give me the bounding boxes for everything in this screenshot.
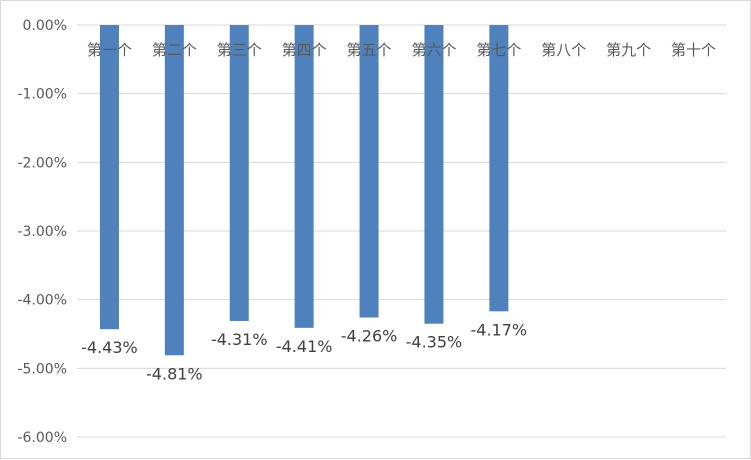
category-label: 第一个: [87, 41, 132, 59]
bar: [99, 25, 119, 330]
data-label: -4.81%: [146, 364, 203, 383]
category-label: 第二个: [152, 41, 197, 59]
data-label: -4.41%: [276, 337, 333, 356]
category-label: 第五个: [347, 41, 392, 59]
category-labels: 第一个 第二个 第三个 第四个 第五个 第六个 第七个 第八个 第九个 第十个: [87, 41, 716, 59]
y-tick-label: -2.00%: [17, 155, 67, 171]
category-label: 第四个: [282, 41, 327, 59]
data-label: -4.43%: [81, 338, 138, 357]
y-tick-label: -6.00%: [17, 430, 67, 446]
bar: [164, 25, 184, 356]
data-label: -4.17%: [471, 320, 528, 339]
y-tick-label: -4.00%: [17, 293, 67, 309]
data-labels: -4.43% -4.81% -4.31% -4.41% -4.26% -4.35% -4.1…: [81, 320, 527, 383]
bar: [359, 25, 379, 318]
y-tick-label: -1.00%: [17, 87, 67, 103]
gridlines: [77, 24, 726, 438]
category-label: 第三个: [217, 41, 262, 59]
category-label: 第十个: [671, 41, 716, 59]
y-tick-label: 0.00%: [23, 18, 67, 34]
bar: [229, 25, 249, 321]
category-label: 第七个: [476, 41, 521, 59]
data-label: -4.26%: [341, 327, 398, 346]
data-label: -4.31%: [211, 330, 268, 349]
bar: [294, 25, 314, 328]
bars: [99, 25, 509, 356]
category-label: 第六个: [411, 41, 456, 59]
category-label: 第九个: [606, 41, 651, 59]
category-label: 第八个: [541, 41, 586, 59]
data-label: -4.35%: [406, 333, 463, 352]
bar: [489, 25, 509, 312]
y-tick-label: -3.00%: [17, 224, 67, 240]
y-tick-label: -5.00%: [17, 361, 67, 377]
y-axis-tick-labels: 0.00% -1.00% -2.00% -3.00% -4.00% -5.00% -6.00…: [17, 18, 67, 446]
bar: [424, 25, 444, 324]
